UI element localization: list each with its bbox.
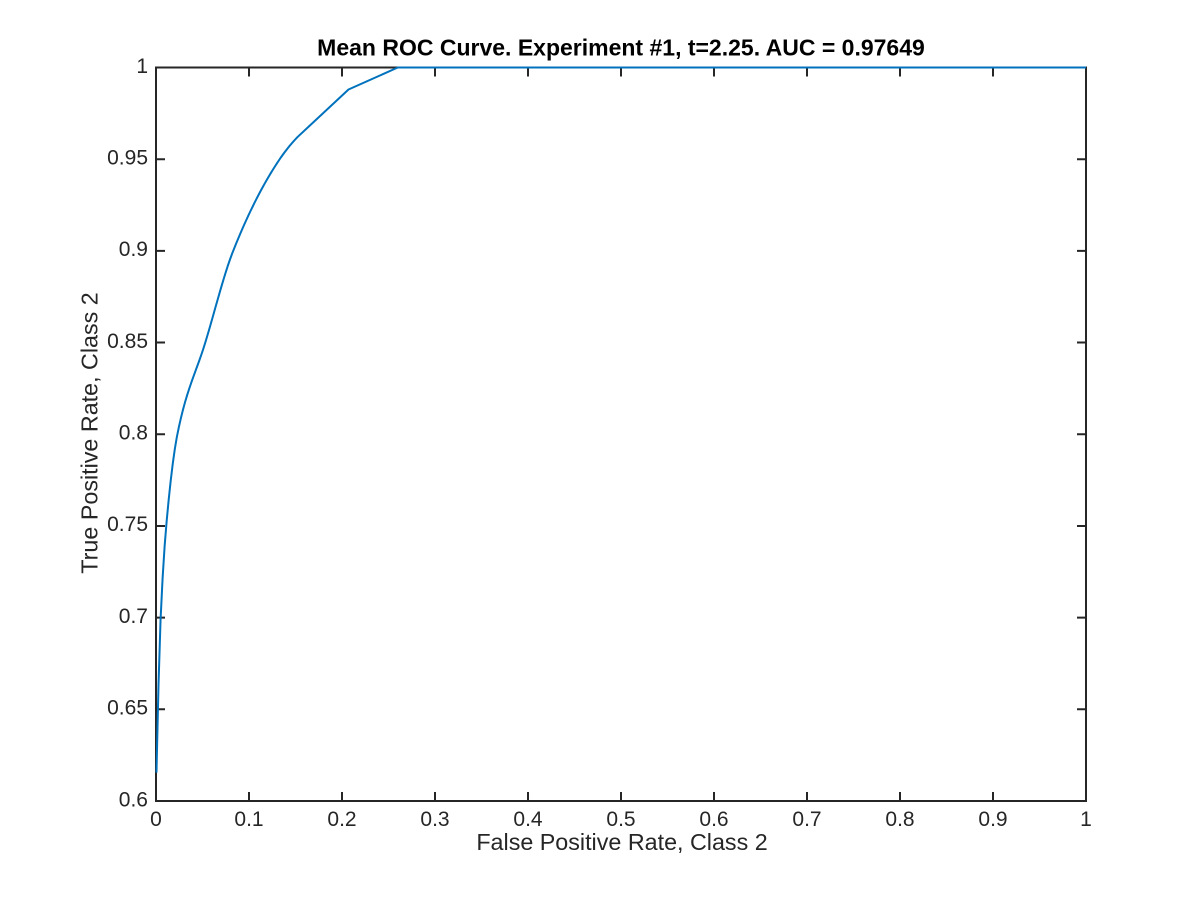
svg-text:Mean ROC Curve. Experiment #1,: Mean ROC Curve. Experiment #1, t=2.25. A… bbox=[317, 35, 925, 61]
svg-text:False Positive Rate, Class 2: False Positive Rate, Class 2 bbox=[476, 829, 767, 855]
svg-text:0.65: 0.65 bbox=[107, 697, 148, 720]
svg-text:0.9: 0.9 bbox=[978, 808, 1007, 831]
svg-text:1: 1 bbox=[1080, 808, 1092, 831]
svg-text:0.5: 0.5 bbox=[606, 808, 635, 831]
svg-text:1: 1 bbox=[136, 55, 148, 78]
svg-text:0.75: 0.75 bbox=[107, 513, 148, 536]
svg-text:0.1: 0.1 bbox=[234, 808, 263, 831]
svg-text:0.2: 0.2 bbox=[327, 808, 356, 831]
svg-text:0.3: 0.3 bbox=[420, 808, 449, 831]
svg-text:0.8: 0.8 bbox=[885, 808, 914, 831]
svg-text:0.6: 0.6 bbox=[119, 788, 148, 811]
svg-text:0.95: 0.95 bbox=[107, 146, 148, 169]
svg-text:True Positive Rate, Class 2: True Positive Rate, Class 2 bbox=[76, 292, 102, 573]
svg-text:0: 0 bbox=[150, 808, 162, 831]
svg-text:0.6: 0.6 bbox=[699, 808, 728, 831]
svg-text:0.9: 0.9 bbox=[119, 238, 148, 261]
svg-text:0.7: 0.7 bbox=[792, 808, 821, 831]
svg-text:0.7: 0.7 bbox=[119, 605, 148, 628]
svg-text:0.85: 0.85 bbox=[107, 330, 148, 353]
svg-text:0.8: 0.8 bbox=[119, 422, 148, 445]
svg-text:0.4: 0.4 bbox=[513, 808, 543, 831]
